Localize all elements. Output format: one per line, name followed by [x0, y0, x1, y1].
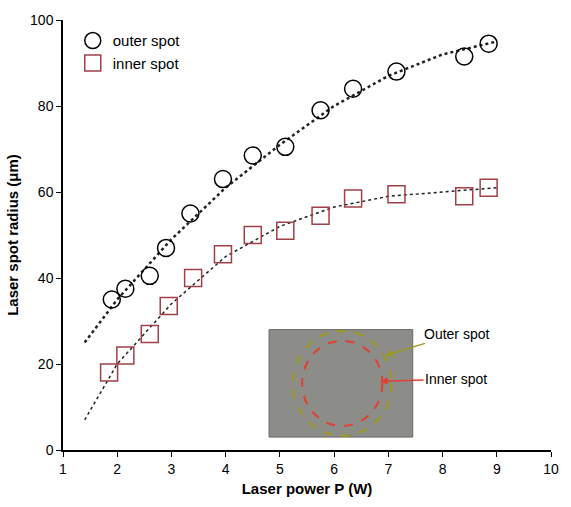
svg-text:Inner spot: Inner spot	[425, 371, 487, 387]
svg-text:2: 2	[113, 461, 121, 477]
svg-text:Outer spot: Outer spot	[424, 326, 489, 342]
svg-text:inner spot: inner spot	[113, 55, 180, 72]
svg-text:3: 3	[168, 461, 176, 477]
svg-text:1: 1	[59, 461, 67, 477]
svg-text:7: 7	[384, 461, 392, 477]
svg-text:40: 40	[38, 270, 54, 286]
svg-text:100: 100	[30, 12, 54, 28]
svg-text:9: 9	[493, 461, 501, 477]
svg-text:60: 60	[38, 184, 54, 200]
svg-text:6: 6	[330, 461, 338, 477]
svg-text:10: 10	[543, 461, 559, 477]
svg-text:Laser spot radius (μm): Laser spot radius (μm)	[4, 154, 21, 316]
svg-text:80: 80	[38, 98, 54, 114]
svg-text:8: 8	[439, 461, 447, 477]
svg-text:0: 0	[46, 442, 54, 458]
svg-text:Laser power P (W): Laser power P (W)	[242, 480, 373, 497]
svg-text:4: 4	[222, 461, 230, 477]
svg-text:5: 5	[276, 461, 284, 477]
svg-text:20: 20	[38, 356, 54, 372]
svg-text:outer spot: outer spot	[113, 32, 181, 49]
